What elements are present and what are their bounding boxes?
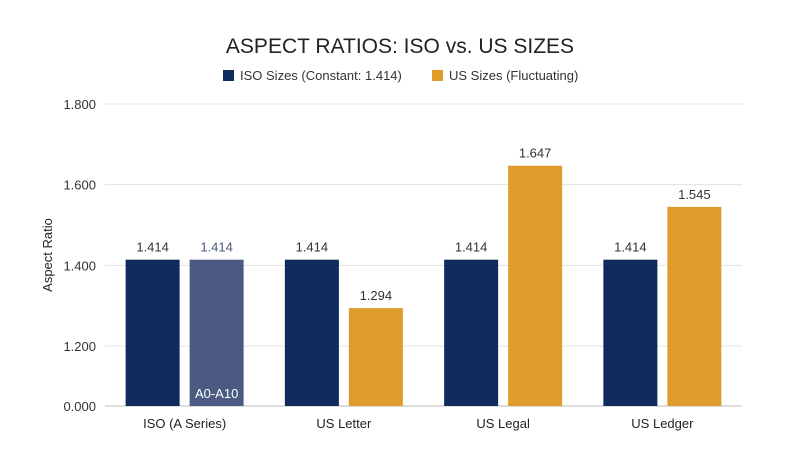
y-tick-label: 1.400 xyxy=(63,258,96,273)
data-label: 1.647 xyxy=(519,146,552,161)
x-tick-label: US Letter xyxy=(316,416,372,431)
x-tick-label: US Legal xyxy=(476,416,530,431)
chart-title: ASPECT RATIOS: ISO vs. US SIZES xyxy=(226,35,574,58)
x-tick-labels: ISO (A Series) US Letter US Legal US Ledger xyxy=(143,416,694,431)
y-axis-label: Aspect Ratio xyxy=(40,218,55,292)
x-tick-label: US Ledger xyxy=(631,416,694,431)
bar-us-letter-series-1 xyxy=(348,308,403,406)
data-label: 1.414 xyxy=(455,240,488,255)
legend-swatch-iso xyxy=(223,70,234,81)
legend-label-iso: ISO Sizes (Constant: 1.414) xyxy=(240,68,402,83)
bar-us-letter-series-0 xyxy=(284,259,339,406)
bar-iso-a-series--series-0 xyxy=(125,259,180,406)
y-tick-label: 0.000 xyxy=(63,399,96,414)
legend: ISO Sizes (Constant: 1.414) US Sizes (Fl… xyxy=(223,68,578,83)
legend-label-us: US Sizes (Fluctuating) xyxy=(449,68,578,83)
legend-swatch-us xyxy=(432,70,443,81)
bar-us-ledger-series-0 xyxy=(603,259,658,406)
data-label: 1.294 xyxy=(360,288,393,303)
y-tick-labels: 0.000 1.200 1.400 1.600 1.800 xyxy=(63,97,96,414)
data-label: 1.414 xyxy=(136,240,169,255)
bar-us-legal-series-1 xyxy=(508,165,563,406)
data-label: 1.414 xyxy=(296,240,329,255)
x-tick-label: ISO (A Series) xyxy=(143,416,226,431)
bars xyxy=(125,165,722,406)
bar-iso-a-series--series-1 xyxy=(189,259,244,406)
bar-us-legal-series-0 xyxy=(444,259,499,406)
data-label: 1.545 xyxy=(678,187,711,202)
data-label: 1.414 xyxy=(614,240,647,255)
y-tick-label: 1.800 xyxy=(63,97,96,112)
data-labels: 1.414 1.414 A0-A10 1.414 1.294 1.414 1.647 1.41… xyxy=(136,146,710,401)
y-tick-label: 1.200 xyxy=(63,339,96,354)
bar-us-ledger-series-1 xyxy=(667,206,722,406)
data-label: 1.414 xyxy=(200,240,233,255)
special-bar-label: A0-A10 xyxy=(195,386,238,401)
y-tick-label: 1.600 xyxy=(63,178,96,193)
